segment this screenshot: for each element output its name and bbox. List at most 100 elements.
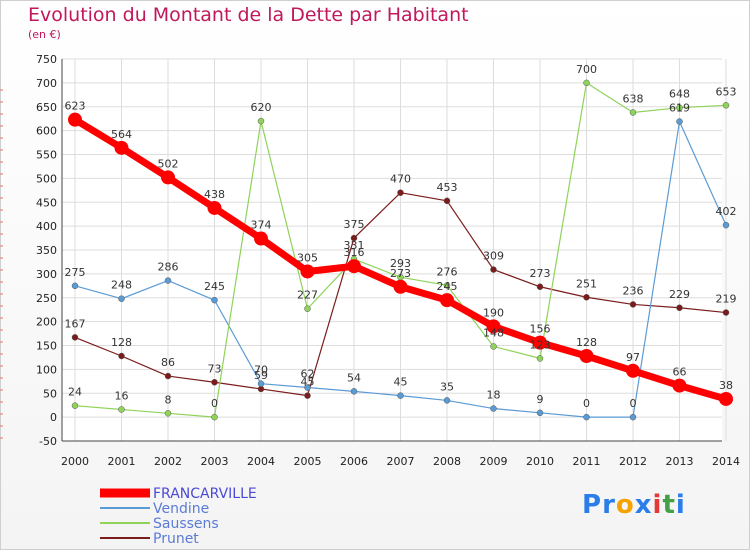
data-point — [211, 379, 218, 386]
data-label: 251 — [576, 277, 597, 290]
data-label: 123 — [530, 338, 551, 351]
x-tick-label: 2006 — [340, 455, 368, 468]
data-point — [71, 402, 79, 409]
data-label: 229 — [669, 288, 690, 301]
data-label: 374 — [251, 219, 272, 232]
data-label: 305 — [297, 251, 318, 264]
data-point — [304, 384, 311, 391]
y-tick-label: 450 — [36, 196, 57, 209]
data-point — [583, 413, 590, 421]
x-tick-label: 2014 — [712, 455, 740, 468]
data-label: 219 — [716, 293, 737, 306]
logo-letter: t — [662, 490, 676, 520]
legend-label: FRANCARVILLE — [153, 486, 257, 502]
data-label: 286 — [158, 261, 179, 274]
data-point — [211, 296, 218, 304]
data-label: 156 — [530, 323, 551, 336]
data-label: 375 — [344, 218, 365, 231]
data-point — [719, 391, 733, 406]
logo-letter: r — [602, 490, 616, 520]
data-label: 128 — [576, 336, 597, 349]
data-label: 128 — [111, 336, 132, 349]
data-point — [536, 355, 544, 362]
data-label: 438 — [204, 188, 225, 201]
data-point — [71, 334, 79, 341]
data-label: 273 — [530, 267, 551, 280]
data-label: 70 — [254, 364, 268, 377]
data-point — [257, 117, 265, 125]
data-label: 316 — [344, 246, 365, 259]
y-tick-label: -50 — [39, 435, 57, 448]
legend-label: Vendine — [153, 501, 209, 517]
data-label: 73 — [208, 362, 222, 375]
data-label: 54 — [347, 371, 361, 384]
x-tick-label: 2001 — [108, 455, 136, 468]
data-point — [629, 109, 637, 116]
y-tick-label: 700 — [36, 77, 57, 90]
x-tick-label: 2013 — [666, 455, 694, 468]
data-label: 38 — [719, 379, 733, 392]
data-label: 86 — [161, 356, 175, 369]
data-label: 276 — [437, 265, 458, 278]
y-tick-label: 300 — [36, 268, 57, 281]
data-label: 97 — [626, 351, 640, 364]
data-label: 227 — [297, 289, 318, 302]
y-tick-label: 350 — [36, 244, 57, 257]
y-tick-label: 550 — [36, 149, 57, 162]
x-tick-label: 2005 — [294, 455, 322, 468]
data-point — [722, 102, 730, 109]
data-label: 190 — [483, 306, 504, 319]
data-label: 470 — [390, 173, 411, 186]
data-label: 9 — [537, 393, 544, 406]
data-label: 453 — [437, 181, 458, 194]
data-point — [114, 140, 129, 155]
data-point — [397, 189, 404, 196]
y-tick-label: 0 — [50, 411, 57, 424]
data-label: 245 — [204, 280, 225, 293]
data-label: 293 — [390, 257, 411, 270]
data-label: 638 — [623, 92, 644, 105]
data-point — [397, 392, 404, 399]
legend-label: Saussens — [153, 516, 219, 532]
data-point — [393, 279, 408, 294]
data-label: 402 — [716, 205, 737, 218]
data-label: 245 — [437, 280, 458, 293]
data-point — [300, 264, 315, 279]
data-point — [440, 293, 454, 308]
logo-letter: o — [615, 490, 635, 520]
y-tick-label: 400 — [36, 220, 57, 233]
data-point — [443, 397, 451, 404]
data-label: 0 — [583, 397, 590, 410]
data-point — [257, 380, 265, 387]
data-point — [71, 282, 79, 290]
x-tick-label: 2000 — [61, 455, 89, 468]
data-point — [211, 413, 218, 421]
data-point — [722, 221, 730, 229]
y-tick-label: 250 — [36, 292, 57, 305]
y-tick-label: 100 — [36, 363, 57, 376]
data-point — [118, 352, 125, 360]
data-point — [676, 304, 683, 312]
logo-letter: i — [675, 490, 686, 520]
data-point — [118, 406, 125, 413]
x-tick-label: 2010 — [526, 455, 554, 468]
logo-letter: x — [634, 490, 653, 520]
data-point — [164, 277, 172, 284]
data-label: 275 — [65, 266, 86, 279]
data-label: 66 — [673, 366, 687, 379]
data-point — [533, 335, 547, 350]
data-point — [304, 305, 311, 312]
data-point — [443, 197, 451, 205]
data-point — [350, 388, 358, 395]
data-point — [536, 283, 544, 291]
data-label: 564 — [111, 128, 132, 141]
data-label: 148 — [483, 326, 504, 339]
data-point — [118, 295, 125, 302]
y-tick-label: 750 — [36, 53, 57, 66]
y-tick-label: 50 — [43, 387, 57, 400]
y-tick-label: 150 — [36, 340, 57, 353]
data-point — [486, 319, 501, 334]
data-point — [629, 413, 637, 421]
x-tick-label: 2003 — [201, 455, 229, 468]
